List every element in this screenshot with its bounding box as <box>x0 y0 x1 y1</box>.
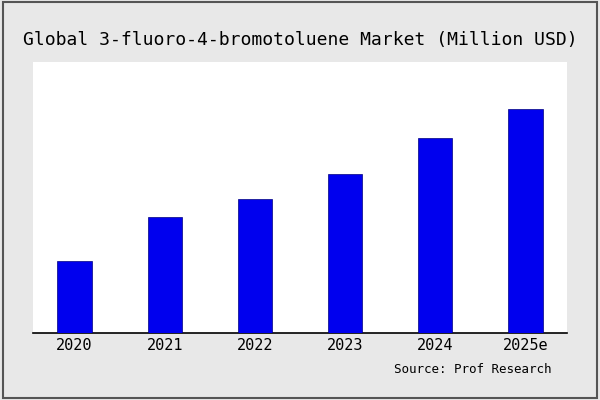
Bar <box>57 261 92 333</box>
Bar <box>508 109 543 333</box>
Bar <box>148 217 182 333</box>
Bar <box>418 138 452 333</box>
Text: Source: Prof Research: Source: Prof Research <box>395 363 552 376</box>
Bar <box>328 174 362 333</box>
Bar <box>238 199 272 333</box>
Title: Global 3-fluoro-4-bromotoluene Market (Million USD): Global 3-fluoro-4-bromotoluene Market (M… <box>23 31 577 49</box>
